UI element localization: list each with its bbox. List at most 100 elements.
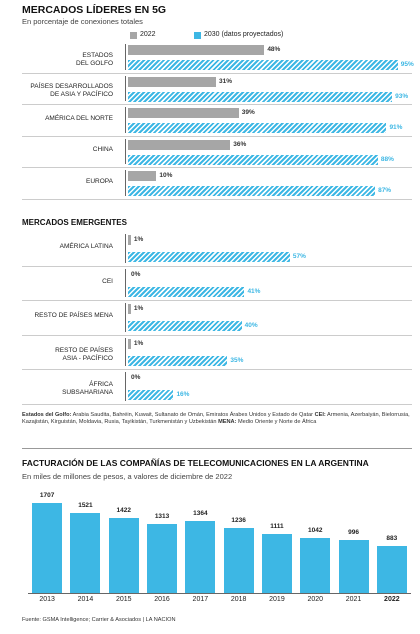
value-label: 41%: [247, 287, 261, 295]
bar: [128, 154, 378, 165]
row-separator: [22, 403, 412, 405]
value-label: 1707: [39, 491, 55, 499]
value-label: 1364: [193, 510, 208, 517]
value-label: 1%: [133, 236, 144, 243]
bar: [128, 91, 393, 102]
legend-label: 2030 (datos proyectados): [204, 31, 284, 38]
bar: [128, 321, 242, 331]
value-label: 1%: [133, 305, 144, 312]
value-label: 87%: [378, 187, 392, 194]
row-separator: [22, 104, 412, 105]
x-tick-label: 2013: [39, 596, 55, 603]
x-tick-label: 2020: [307, 596, 324, 603]
x-tick-label: 2018: [230, 596, 247, 603]
axis-line: [125, 107, 126, 133]
category-label: CEI: [102, 277, 113, 285]
value-label: 1236: [231, 516, 246, 524]
chart-title: FACTURACIÓN DE LAS COMPAÑÍAS DE TELECOMU…: [22, 458, 369, 468]
category-label: EUROPA: [86, 177, 113, 185]
axis-line: [125, 44, 126, 70]
bar: [128, 286, 245, 297]
footnote-label: MENA:: [218, 419, 237, 425]
value-label: 1111: [270, 523, 284, 531]
bar: [128, 171, 157, 181]
chart-subtitle: En porcentaje de conexiones totales: [22, 17, 143, 26]
x-tick-label: 2021: [345, 596, 362, 603]
row-separator: [22, 72, 412, 74]
value-label: 91%: [389, 124, 403, 131]
row-separator: [22, 167, 412, 168]
category-label: ÁFRICA SUBSAHARIANA: [62, 381, 113, 397]
bar: [32, 502, 63, 593]
bar: [128, 355, 228, 366]
bar: [70, 512, 101, 593]
value-label: 1042: [308, 527, 323, 534]
x-tick-label: 2022: [384, 596, 400, 603]
value-label: 10%: [159, 172, 173, 179]
row-separator: [22, 135, 412, 137]
value-label: 95%: [400, 61, 414, 68]
bar: [128, 235, 131, 245]
axis-line: [125, 138, 126, 164]
footnote-label: Estados del Golfo:: [22, 412, 72, 418]
bar: [128, 108, 239, 118]
bar: [128, 76, 217, 87]
value-label: 35%: [230, 356, 244, 364]
footnote-text: Medio Oriente y Norte de África: [238, 419, 317, 425]
value-label: 0%: [131, 270, 141, 278]
category-label: PAÍSES DESARROLLADOS DE ASIA Y PACÍFICO: [30, 83, 113, 99]
x-tick-label: 2017: [192, 596, 209, 603]
category-label: RESTO DE PAÍSES MENA: [34, 312, 113, 320]
footnotes: Estados del Golfo: Arabia Saudita, Bahré…: [22, 412, 412, 426]
bar: [147, 523, 178, 593]
axis-line: [125, 268, 126, 297]
separator: [22, 448, 412, 449]
row-separator: [22, 300, 412, 301]
value-label: 36%: [233, 140, 247, 148]
axis-line: [125, 75, 126, 101]
value-label: 0%: [131, 374, 141, 381]
value-label: 1%: [133, 339, 144, 347]
axis-line: [125, 337, 126, 366]
category-label: RESTO DE PAÍSES ASIA - PACÍFICO: [55, 346, 113, 362]
bar: [128, 338, 131, 349]
row-separator: [22, 198, 412, 200]
value-label: 883: [386, 535, 398, 543]
value-label: 88%: [380, 155, 394, 163]
footnote-label: CEI:: [314, 412, 326, 418]
chart-subtitle: En miles de millones de pesos, a valores…: [22, 472, 233, 481]
bar: [300, 538, 331, 593]
value-label: 57%: [292, 253, 306, 260]
bar: [223, 527, 254, 593]
category-label: CHINA: [92, 146, 113, 154]
value-label: 48%: [267, 46, 281, 53]
value-label: 1422: [116, 506, 131, 514]
x-tick-label: 2015: [115, 596, 132, 603]
row-separator: [22, 265, 412, 267]
x-tick-label: 2019: [269, 596, 285, 603]
bar: [128, 123, 387, 133]
legend-label: 2022: [140, 31, 156, 38]
bar: [128, 252, 290, 262]
footnote-text: Arabia Saudita, Bahréin, Kuwait, Sultana…: [72, 412, 314, 418]
value-label: 1521: [78, 501, 93, 509]
bar: [128, 45, 265, 55]
source: Fuente: GSMA Intelligence; Carrier & Aso…: [22, 617, 176, 623]
axis-line: [125, 234, 126, 263]
row-separator: [22, 369, 412, 370]
value-label: 16%: [176, 391, 190, 398]
bar: [128, 60, 398, 70]
bar: [338, 540, 369, 593]
bar: [128, 304, 131, 314]
category-label: AMÉRICA DEL NORTE: [45, 114, 113, 122]
value-label: 31%: [219, 77, 233, 85]
value-label: 996: [348, 529, 359, 537]
axis-line: [125, 303, 126, 332]
baseline: [28, 593, 411, 594]
bar: [261, 534, 292, 593]
bar: [108, 517, 139, 593]
bar: [128, 390, 174, 400]
category-label: AMÉRICA LATINA: [59, 243, 113, 251]
bar: [376, 546, 407, 593]
